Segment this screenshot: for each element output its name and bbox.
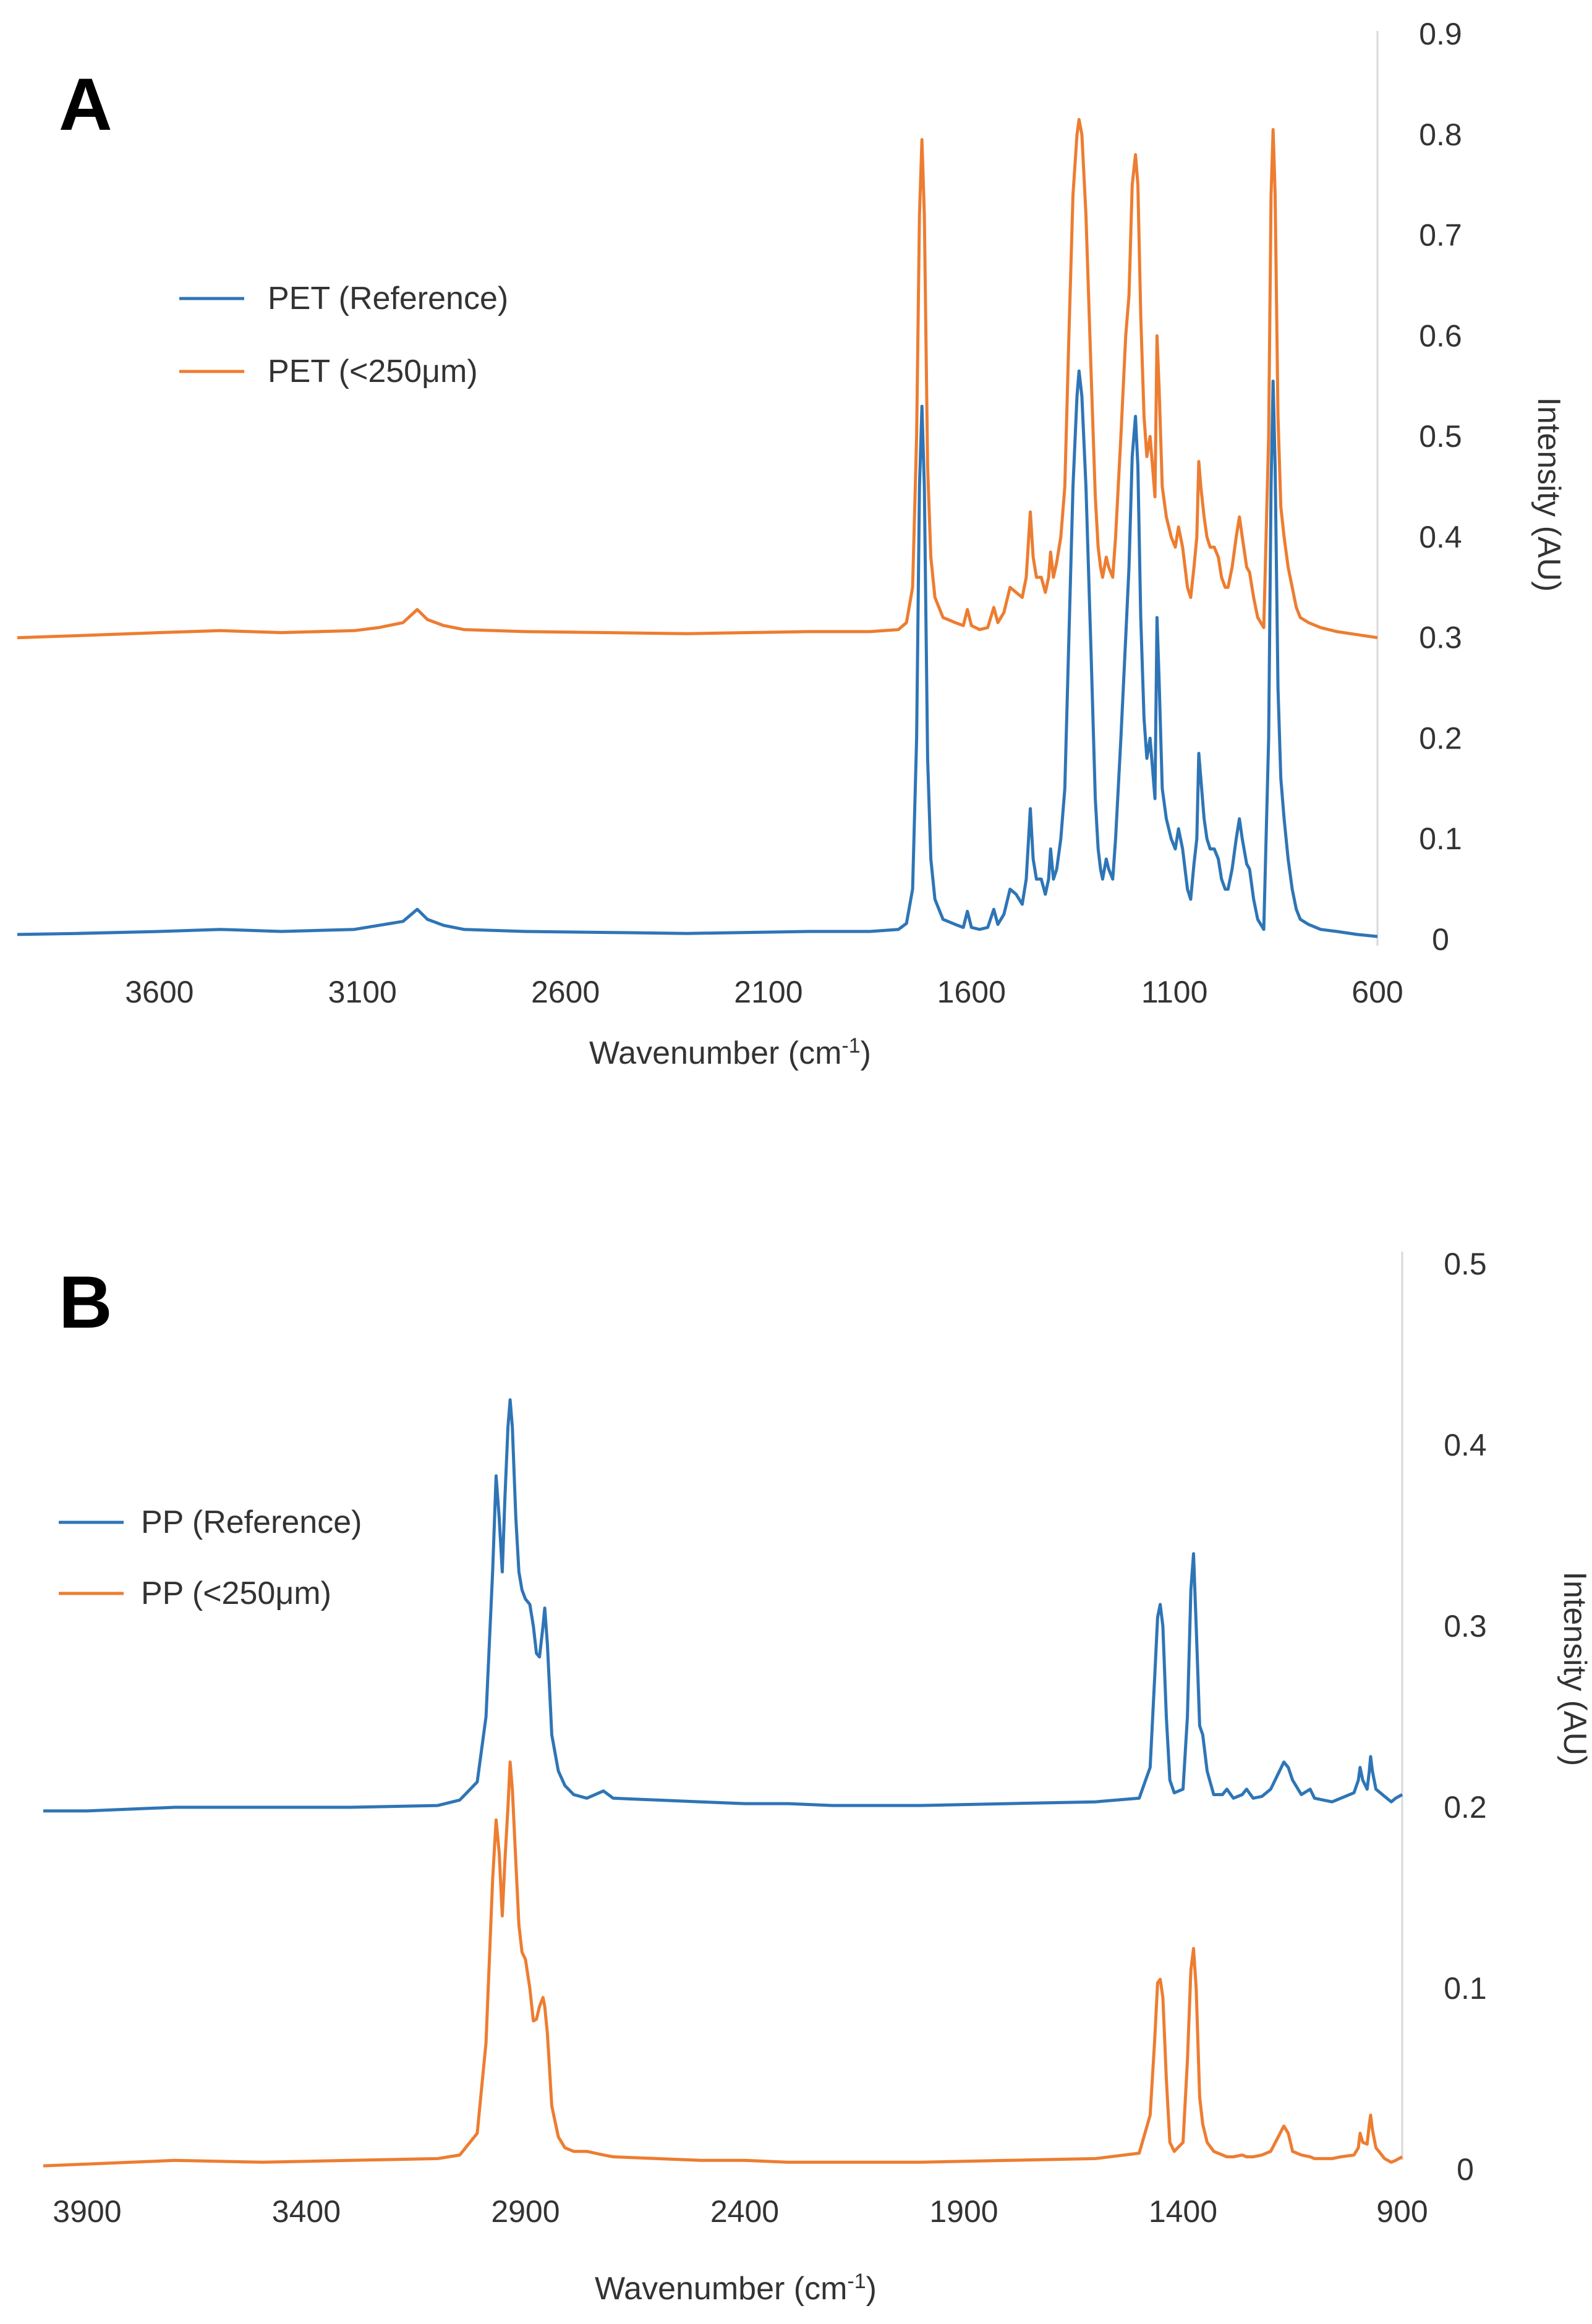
y-tick-label: 0.3 <box>1419 621 1462 655</box>
y-tick-label: 0.4 <box>1419 520 1462 554</box>
y-tick-label: 0.3 <box>1444 1609 1487 1643</box>
y-tick-label: 0.2 <box>1419 721 1462 755</box>
series-line-sample <box>17 117 1378 640</box>
x-tick-label: 1100 <box>1141 975 1208 1009</box>
panel-letter-a: A <box>59 63 113 146</box>
y-tick-label: 0.7 <box>1419 218 1462 253</box>
panel-letter-b: B <box>59 1261 113 1344</box>
x-tick-label: 2400 <box>710 2194 779 2229</box>
y-tick-label: 0.6 <box>1419 318 1462 353</box>
series-line-reference <box>17 369 1378 938</box>
x-tick-label: 3400 <box>272 2194 341 2229</box>
x-tick-label: 900 <box>1376 2194 1428 2229</box>
y-tick-label: 0.4 <box>1444 1428 1487 1462</box>
x-tick-label: 2100 <box>734 975 802 1009</box>
legend-b: PP (Reference) PP (<250μm) <box>59 1504 362 1611</box>
x-tick-label: 3600 <box>125 975 194 1009</box>
y-tick-labels-b: 0 0.1 0.2 0.3 0.4 0.5 <box>1444 1247 1487 2187</box>
x-tick-labels-a: 3600 3100 2600 2100 1600 1100 600 <box>125 975 1403 1009</box>
series-lines-a <box>17 117 1378 938</box>
x-tick-label: 2600 <box>531 975 600 1009</box>
legend-a: PET (Reference) PET (<250μm) <box>179 281 508 389</box>
legend-label-pp-reference: PP (Reference) <box>141 1504 362 1540</box>
series-line-reference <box>43 1398 1403 1813</box>
series-line-sample <box>43 1760 1403 2168</box>
x-axis-title-a: Wavenumber (cm-1) <box>589 1034 871 1071</box>
chart-b: B 0 0.1 0.2 0.3 0.4 0.5 3900 3400 2900 2400 1900 1… <box>43 1247 1592 2307</box>
legend-label-pp-sample: PP (<250μm) <box>141 1575 331 1611</box>
y-tick-label: 0.9 <box>1419 17 1462 51</box>
y-tick-label: 0.1 <box>1444 1971 1487 2006</box>
y-axis-title-a: Intensity (AU) <box>1531 397 1567 592</box>
y-tick-label: 0.8 <box>1419 117 1462 152</box>
x-tick-label: 1400 <box>1149 2194 1217 2229</box>
x-tick-labels-b: 3900 3400 2900 2400 1900 1400 900 <box>53 2194 1428 2229</box>
y-tick-label: 0 <box>1457 2152 1474 2187</box>
x-tick-label: 1900 <box>929 2194 998 2229</box>
x-tick-label: 3900 <box>53 2194 121 2229</box>
y-tick-label: 0.5 <box>1419 419 1462 454</box>
x-tick-label: 3100 <box>328 975 397 1009</box>
y-tick-label: 0.1 <box>1419 821 1462 856</box>
y-tick-label: 0.2 <box>1444 1790 1487 1825</box>
x-tick-label: 2900 <box>491 2194 560 2229</box>
y-tick-labels-a: 0 0.1 0.2 0.3 0.4 0.5 0.6 0.7 0.8 0.9 <box>1419 17 1462 957</box>
y-axis-title-b: Intensity (AU) <box>1557 1572 1592 1766</box>
legend-label-pet-sample: PET (<250μm) <box>268 354 478 389</box>
legend-label-pet-reference: PET (Reference) <box>268 281 508 316</box>
x-tick-label: 1600 <box>937 975 1006 1009</box>
series-lines-b <box>43 1398 1403 2168</box>
y-tick-label: 0.5 <box>1444 1247 1487 1281</box>
chart-a: A 0 0.1 0.2 0.3 0.4 0.5 0.6 0.7 0.8 0.9 3600 3100 2… <box>17 17 1567 1071</box>
y-tick-label: 0 <box>1432 922 1449 957</box>
x-tick-label: 600 <box>1351 975 1403 1009</box>
x-axis-title-b: Wavenumber (cm-1) <box>595 2270 877 2307</box>
